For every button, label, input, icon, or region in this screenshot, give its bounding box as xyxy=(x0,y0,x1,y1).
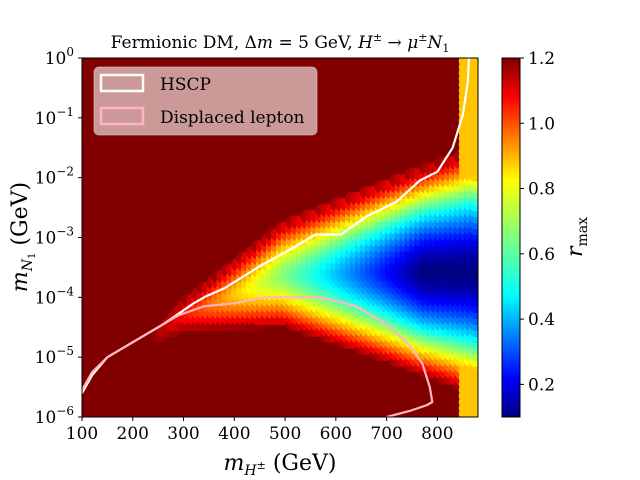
x-tick-label: 100 xyxy=(66,424,98,444)
x-tick-label: 800 xyxy=(421,424,453,444)
legend-box xyxy=(93,66,318,136)
colorbar-tick-label: 0.4 xyxy=(528,310,555,330)
colorbar-tick-label: 0.6 xyxy=(528,245,555,265)
legend-swatch-hscp xyxy=(99,73,145,93)
contour-displaced-lepton xyxy=(82,296,434,417)
colorbar-tick-label: 0.2 xyxy=(528,375,555,395)
heatmap-cell xyxy=(468,58,478,68)
colorbar-tick-label: 0.8 xyxy=(528,180,555,200)
legend: HSCP Displaced lepton xyxy=(93,66,318,136)
y-tick-label: 10−1 xyxy=(35,105,74,129)
x-tick-label: 700 xyxy=(370,424,402,444)
colorbar-tick-label: 1.0 xyxy=(528,114,555,134)
y-tick-label: 10−3 xyxy=(35,225,74,249)
colorbar-ticks: 0.2 0.4 0.6 0.8 1.0 1.2 xyxy=(520,49,555,395)
chart-title: Fermionic DM, Δm = 5 GeV, H± → μ±N1 xyxy=(111,31,450,55)
colorbar xyxy=(501,57,521,418)
x-tick-label: 200 xyxy=(117,424,149,444)
x-tick-label: 500 xyxy=(269,424,301,444)
x-tick-label: 300 xyxy=(167,424,199,444)
y-tick-label: 10−2 xyxy=(35,165,74,189)
legend-label-hscp: HSCP xyxy=(160,75,211,95)
y-tick-label: 10−5 xyxy=(35,344,74,368)
x-tick-label: 400 xyxy=(218,424,250,444)
legend-label-displaced: Displaced lepton xyxy=(160,108,305,128)
y-tick-label: 10−4 xyxy=(35,284,75,308)
legend-swatch-displaced xyxy=(99,106,145,126)
colorbar-label: rmax xyxy=(563,217,591,257)
y-tick-label: 100 xyxy=(45,45,74,69)
y-axis-label: mN1 (GeV) xyxy=(8,182,38,292)
x-axis-ticks: 100 200 300 400 500 600 700 800 xyxy=(66,417,454,444)
heatmap-cells xyxy=(151,58,478,417)
x-tick-label: 600 xyxy=(320,424,352,444)
colorbar-tick-label: 1.2 xyxy=(528,49,555,69)
contour-layer xyxy=(82,58,470,417)
y-tick-label: 10−6 xyxy=(35,404,74,428)
x-axis-label: mH± (GeV) xyxy=(224,451,337,479)
y-axis-ticks: 10−6 10−5 10−4 10−3 10−2 10−1 100 xyxy=(35,45,82,428)
